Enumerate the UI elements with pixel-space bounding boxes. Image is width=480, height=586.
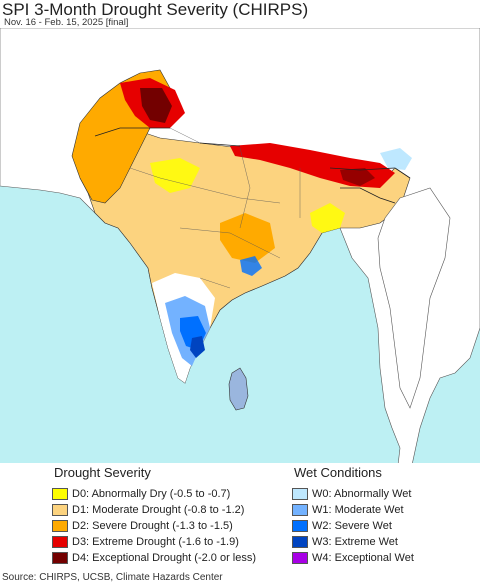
swatch-d1 <box>52 504 68 516</box>
drought-legend-heading: Drought Severity <box>54 465 151 480</box>
swatch-w3 <box>292 536 308 548</box>
national-borders <box>94 127 411 204</box>
drought-legend: Drought Severity D0: Abnormally Dry (-0.… <box>52 463 256 566</box>
map-subtitle: Nov. 16 - Feb. 15, 2025 [final] <box>4 17 129 28</box>
internal-borders <box>129 127 301 289</box>
swatch-d0 <box>52 488 68 500</box>
legend-item-w2: W2: Severe Wet <box>292 518 414 534</box>
d4-east <box>340 168 375 186</box>
myanmar-region <box>377 187 451 409</box>
legend-item-w1: W1: Moderate Wet <box>292 502 414 518</box>
map-title: SPI 3-Month Drought Severity (CHIRPS) <box>2 0 309 19</box>
d0-east <box>310 203 345 233</box>
legend-label-d4: D4: Exceptional Drought (-2.0 or less) <box>72 552 257 564</box>
w2-center <box>240 256 262 276</box>
d2-central <box>220 213 275 263</box>
legend-item-d3: D3: Extreme Drought (-1.6 to -1.9) <box>52 534 256 550</box>
swatch-d2 <box>52 520 68 532</box>
swatch-w1 <box>292 504 308 516</box>
d4-north <box>140 88 172 123</box>
swatch-w4 <box>292 552 308 564</box>
legend-label-w0: W0: Abnormally Wet <box>312 488 412 500</box>
swatch-d3 <box>52 536 68 548</box>
wet-legend-heading: Wet Conditions <box>294 465 382 480</box>
legend-label-w1: W1: Moderate Wet <box>312 504 404 516</box>
legend-item-d2: D2: Severe Drought (-1.3 to -1.5) <box>52 518 256 534</box>
sri-lanka <box>228 367 249 411</box>
legend-item-d1: D1: Moderate Drought (-0.8 to -1.2) <box>52 502 256 518</box>
drought-map <box>0 28 480 465</box>
legend-label-w3: W3: Extreme Wet <box>312 536 398 548</box>
wet-legend: Wet Conditions W0: Abnormally Wet W1: Mo… <box>292 463 414 566</box>
legend-item-w3: W3: Extreme Wet <box>292 534 414 550</box>
legend-item-w4: W4: Exceptional Wet <box>292 550 414 566</box>
swatch-w0 <box>292 488 308 500</box>
legend-item-d0: D0: Abnormally Dry (-0.5 to -0.7) <box>52 486 256 502</box>
legend-label-w4: W4: Exceptional Wet <box>312 552 414 564</box>
legend-item-w0: W0: Abnormally Wet <box>292 486 414 502</box>
legend-label-d0: D0: Abnormally Dry (-0.5 to -0.7) <box>72 488 231 500</box>
source-credit: Source: CHIRPS, UCSB, Climate Hazards Ce… <box>2 572 223 583</box>
w3-south <box>190 336 205 358</box>
swatch-w2 <box>292 520 308 532</box>
w0-northeast <box>380 148 412 170</box>
legend-label-d3: D3: Extreme Drought (-1.6 to -1.9) <box>72 536 239 548</box>
d0-central <box>150 158 200 193</box>
swatch-d4 <box>52 552 68 564</box>
legend-item-d4: D4: Exceptional Drought (-2.0 or less) <box>52 550 256 566</box>
legend: Drought Severity D0: Abnormally Dry (-0.… <box>0 463 480 569</box>
legend-label-d1: D1: Moderate Drought (-0.8 to -1.2) <box>72 504 245 516</box>
legend-label-w2: W2: Severe Wet <box>312 520 392 532</box>
legend-label-d2: D2: Severe Drought (-1.3 to -1.5) <box>72 520 233 532</box>
